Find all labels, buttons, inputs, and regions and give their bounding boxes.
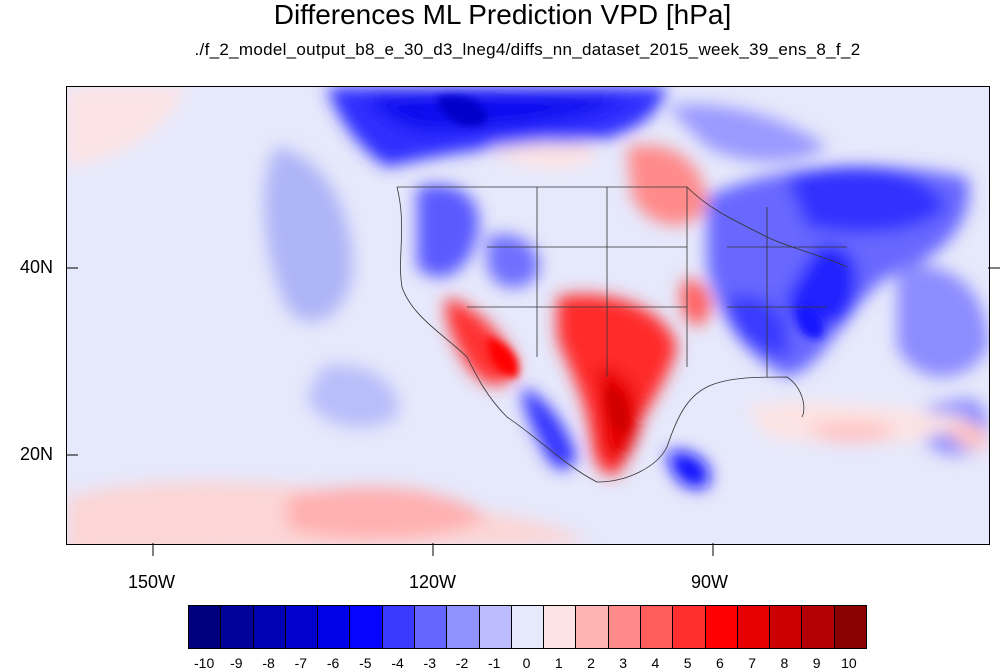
colorbar-label: -5	[359, 655, 372, 671]
colorbar-box	[447, 606, 480, 648]
colorbar-label: -1	[488, 655, 501, 671]
colorbar-box	[770, 606, 803, 648]
colorbar-box	[382, 606, 415, 648]
figure-subtitle: ./f_2_model_output_b8_e_30_d3_lneg4/diff…	[194, 40, 861, 59]
lat-label-40n: 40N	[20, 257, 54, 277]
colorbar-box	[285, 606, 319, 648]
colorbar-box	[705, 606, 738, 648]
colorbar-label: -4	[391, 655, 404, 671]
colorbar-box	[511, 606, 545, 648]
colorbar-label: -6	[326, 655, 340, 671]
political-boundaries	[396, 186, 848, 483]
colorbar-label: 9	[812, 655, 821, 671]
figure-title: Differences ML Prediction VPD [hPa]	[273, 0, 732, 30]
colorbar-label: -9	[230, 655, 243, 671]
colorbar-box	[737, 606, 771, 648]
colorbar-label: 10	[841, 655, 857, 671]
colorbar-label: 4	[651, 655, 660, 671]
lat-label-20n: 20N	[20, 444, 54, 464]
colorbar-label: 5	[683, 655, 692, 671]
colorbar-label: 8	[780, 655, 789, 671]
colorbar-box	[640, 606, 674, 648]
colorbar-label: 0	[522, 655, 531, 671]
colorbar-box	[350, 606, 383, 648]
colorbar-label: 1	[554, 655, 563, 671]
colorbar-box	[576, 606, 609, 648]
colorbar-label: -3	[423, 655, 437, 671]
colorbar-label: -8	[262, 655, 275, 671]
colorbar-box	[189, 606, 222, 648]
colorbar-box	[318, 606, 351, 648]
colorbar-box	[608, 606, 641, 648]
colorbar-box	[834, 606, 866, 648]
colorbar	[188, 605, 867, 649]
map-panel	[66, 86, 990, 545]
colorbar-label: -10	[193, 655, 215, 671]
lon-label-150w: 150W	[128, 572, 176, 592]
colorbar-box	[253, 606, 286, 648]
colorbar-label: 2	[587, 655, 595, 671]
colorbar-box	[221, 606, 254, 648]
colorbar-box	[479, 606, 512, 648]
colorbar-box	[802, 606, 835, 648]
colorbar-label: -7	[294, 655, 308, 671]
lon-label-90w: 90W	[691, 572, 729, 592]
colorbar-label: -2	[455, 655, 469, 671]
colorbar-label: 6	[716, 655, 724, 671]
lon-label-120w: 120W	[409, 572, 457, 592]
colorbar-label: 3	[619, 655, 628, 671]
colorbar-box	[544, 606, 577, 648]
colorbar-label: 7	[748, 655, 757, 671]
colorbar-box	[414, 606, 448, 648]
vpd-difference-field	[67, 87, 989, 544]
colorbar-box	[673, 606, 706, 648]
